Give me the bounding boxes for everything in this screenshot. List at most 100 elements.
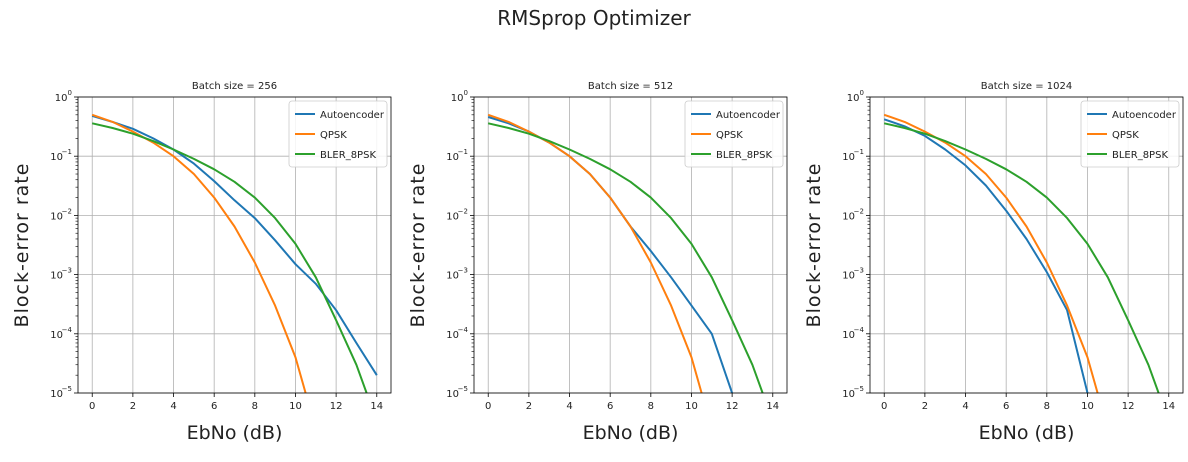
y-axis-label: Block-error rate (803, 163, 825, 328)
x-tick-label: 4 (170, 401, 176, 412)
legend-label: Autoencoder (716, 110, 781, 121)
x-tick-label: 2 (922, 401, 928, 412)
legend: Autoencoder QPSK BLER_8PSK (684, 100, 784, 168)
legend-label: QPSK (716, 130, 743, 141)
y-tick-label: 10−5 (50, 385, 72, 400)
y-tick-label: 10−5 (842, 385, 864, 400)
legend-label: BLER_8PSK (716, 150, 772, 161)
x-tick-label: 8 (648, 401, 654, 412)
y-tick-label: 10−4 (446, 326, 468, 341)
series-line-autoencoder (883, 118, 1089, 393)
y-tick-base: 10 (842, 152, 855, 163)
y-tick-label: 10−1 (50, 148, 72, 163)
legend-box (1080, 100, 1180, 168)
y-axis-label: Block-error rate (11, 163, 33, 328)
x-tick-label: 4 (566, 401, 572, 412)
y-tick-base: 10 (847, 93, 860, 104)
series-line-qpsk (487, 113, 703, 393)
y-tick-base: 10 (446, 211, 459, 222)
y-tick-exponent: −1 (62, 148, 72, 156)
y-tick-base: 10 (50, 271, 63, 282)
y-tick-base: 10 (55, 93, 68, 104)
y-tick-exponent: −4 (458, 326, 469, 334)
y-tick-exponent: −2 (62, 207, 72, 215)
y-tick-label: 10−3 (446, 267, 468, 282)
y-tick-exponent: −4 (854, 326, 865, 334)
y-tick-exponent: 0 (860, 89, 864, 97)
x-tick-label: 14 (766, 401, 779, 412)
y-tick-base: 10 (50, 211, 63, 222)
legend-label: BLER_8PSK (320, 150, 376, 161)
series-line-bler-8psk (487, 122, 764, 393)
x-axis-label: EbNo (dB) (187, 422, 283, 444)
y-tick-label: 10−1 (842, 148, 864, 163)
y-tick-exponent: −5 (62, 385, 72, 393)
y-tick-base: 10 (842, 330, 855, 341)
y-tick-exponent: −2 (458, 207, 468, 215)
y-tick-exponent: −3 (62, 267, 72, 275)
x-tick-label: 6 (211, 401, 217, 412)
x-axis-label: EbNo (dB) (979, 422, 1075, 444)
x-tick-label: 6 (607, 401, 613, 412)
legend-box (288, 100, 388, 168)
y-tick-base: 10 (446, 152, 459, 163)
x-tick-label: 8 (1044, 401, 1050, 412)
series-line-autoencoder (91, 114, 378, 376)
x-tick-label: 12 (1122, 401, 1135, 412)
y-tick-exponent: 0 (464, 89, 468, 97)
y-tick-exponent: −3 (458, 267, 468, 275)
y-tick-label: 10−3 (50, 267, 72, 282)
y-tick-base: 10 (842, 211, 855, 222)
series-line-qpsk (883, 113, 1099, 393)
x-tick-label: 10 (289, 401, 302, 412)
series-line-qpsk (91, 113, 307, 393)
y-tick-label: 10−2 (446, 207, 468, 222)
legend: Autoencoder QPSK BLER_8PSK (288, 100, 388, 168)
x-axis-label: EbNo (dB) (583, 422, 679, 444)
y-tick-label: 10 0 (451, 89, 468, 104)
subplot-title: Batch size = 256 (192, 81, 277, 92)
legend-label: QPSK (1112, 130, 1139, 141)
subplot-title: Batch size = 512 (588, 81, 673, 92)
y-tick-label: 10−2 (842, 207, 864, 222)
legend-box (684, 100, 784, 168)
y-tick-exponent: 0 (68, 89, 72, 97)
y-tick-label: 10 0 (55, 89, 72, 104)
y-tick-exponent: −1 (854, 148, 864, 156)
x-tick-label: 12 (726, 401, 739, 412)
y-tick-label: 10−3 (842, 267, 864, 282)
figure-title: RMSprop Optimizer (497, 6, 691, 30)
y-tick-base: 10 (446, 330, 459, 341)
y-tick-base: 10 (50, 389, 63, 400)
x-tick-label: 0 (485, 401, 491, 412)
y-tick-base: 10 (842, 271, 855, 282)
legend-label: Autoencoder (1112, 110, 1177, 121)
y-axis-label: Block-error rate (407, 163, 429, 328)
x-tick-label: 2 (526, 401, 532, 412)
y-tick-base: 10 (446, 271, 459, 282)
x-tick-label: 10 (685, 401, 698, 412)
plot-frame (77, 96, 392, 394)
legend-label: Autoencoder (320, 110, 385, 121)
x-tick-label: 14 (1162, 401, 1175, 412)
x-tick-label: 6 (1003, 401, 1009, 412)
y-tick-label: 10−4 (842, 326, 864, 341)
x-tick-label: 0 (881, 401, 887, 412)
y-tick-label: 10−5 (446, 385, 468, 400)
y-tick-base: 10 (50, 152, 63, 163)
series-line-bler-8psk (883, 122, 1160, 393)
x-tick-label: 10 (1081, 401, 1094, 412)
plot-frame (869, 96, 1184, 394)
x-tick-label: 8 (252, 401, 258, 412)
y-tick-base: 10 (842, 389, 855, 400)
plot-frame (473, 96, 788, 394)
y-tick-exponent: −3 (854, 267, 864, 275)
y-tick-label: 10−4 (50, 326, 72, 341)
x-tick-label: 12 (330, 401, 343, 412)
series-line-bler-8psk (91, 122, 368, 393)
y-tick-base: 10 (446, 389, 459, 400)
y-tick-exponent: −1 (458, 148, 468, 156)
y-tick-label: 10 0 (847, 89, 864, 104)
